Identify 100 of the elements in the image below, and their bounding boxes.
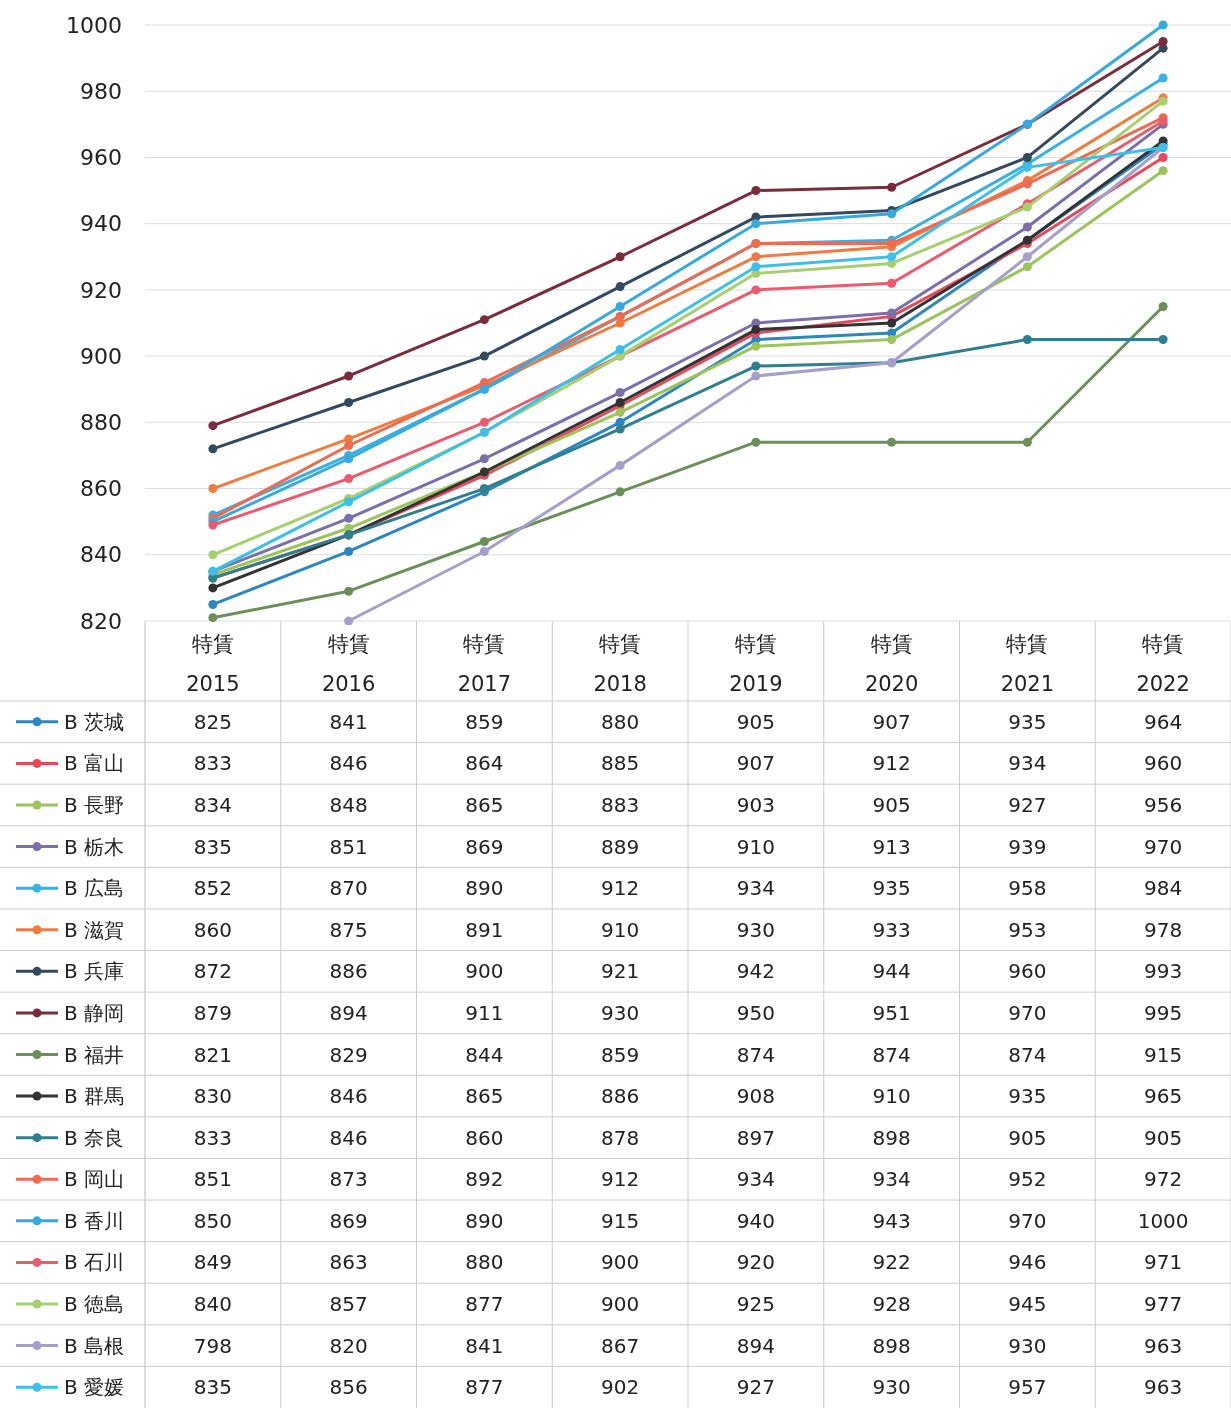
data-label: 846 xyxy=(329,751,368,776)
data-label: 953 xyxy=(1008,917,1047,942)
data-label: 910 xyxy=(872,1084,911,1109)
data-label: 865 xyxy=(465,1084,504,1109)
data-label: 956 xyxy=(1144,792,1183,817)
point xyxy=(887,278,897,288)
y-tick-label: 900 xyxy=(80,343,122,369)
data-label: 869 xyxy=(465,834,504,859)
data-label: 846 xyxy=(329,1084,368,1109)
legend-label: B 広島 xyxy=(64,876,125,901)
point xyxy=(208,421,218,431)
point xyxy=(479,351,489,361)
data-label: 912 xyxy=(601,1167,640,1192)
data-label: 900 xyxy=(601,1250,640,1275)
data-label: 905 xyxy=(736,709,775,734)
point xyxy=(344,497,354,507)
point xyxy=(344,616,354,625)
data-label: 883 xyxy=(601,792,640,817)
data-label: 903 xyxy=(736,792,775,817)
point xyxy=(615,301,625,311)
data-label: 905 xyxy=(1144,1125,1183,1150)
data-label: 889 xyxy=(601,834,640,859)
point xyxy=(344,441,354,451)
data-label: 846 xyxy=(329,1125,368,1150)
data-label: 864 xyxy=(465,751,504,776)
data-label: 825 xyxy=(193,709,232,734)
data-label: 851 xyxy=(329,834,368,859)
legend-label: B 島根 xyxy=(64,1333,125,1358)
data-label: 911 xyxy=(465,1000,504,1025)
data-label: 890 xyxy=(465,876,504,901)
data-label: 902 xyxy=(601,1375,640,1400)
point xyxy=(1022,262,1032,272)
data-label: 850 xyxy=(193,1208,232,1233)
point xyxy=(1158,20,1168,30)
point xyxy=(887,335,897,345)
point xyxy=(208,484,218,494)
point xyxy=(887,209,897,219)
data-label: 898 xyxy=(872,1333,911,1358)
point xyxy=(615,282,625,292)
data-label: 905 xyxy=(1008,1125,1047,1150)
point xyxy=(1158,37,1168,47)
text: 798 xyxy=(193,1333,232,1358)
point xyxy=(615,487,625,497)
data-label: 963 xyxy=(1144,1333,1183,1358)
point xyxy=(479,454,489,464)
point xyxy=(344,454,354,464)
point xyxy=(1158,301,1168,311)
data-label: 915 xyxy=(1144,1042,1183,1067)
data-label: 867 xyxy=(601,1333,640,1358)
data-label: 930 xyxy=(736,917,775,942)
y-tick-label: 860 xyxy=(80,476,122,502)
legend-label: B 滋賀 xyxy=(64,917,125,942)
x-tick-label: 特賃 2021 xyxy=(1000,632,1055,696)
data-label: 890 xyxy=(465,1208,504,1233)
data-label: 930 xyxy=(1008,1333,1047,1358)
data-label: 920 xyxy=(736,1250,775,1275)
point xyxy=(1022,152,1032,162)
data-label: 993 xyxy=(1144,959,1183,984)
point xyxy=(751,219,761,229)
point xyxy=(479,537,489,547)
data-label: 912 xyxy=(872,751,911,776)
data-label: 865 xyxy=(465,792,504,817)
point xyxy=(344,546,354,556)
point xyxy=(615,397,625,407)
data-label: 950 xyxy=(736,1000,775,1025)
point xyxy=(887,318,897,328)
point xyxy=(208,599,218,609)
point xyxy=(615,388,625,398)
data-label: 908 xyxy=(736,1084,775,1109)
data-label: 880 xyxy=(465,1250,504,1275)
data-label: 897 xyxy=(736,1125,775,1150)
data-label: 927 xyxy=(1008,792,1047,817)
data-label: 910 xyxy=(736,834,775,859)
data-label: 915 xyxy=(601,1208,640,1233)
data-label: 834 xyxy=(193,792,232,817)
data-label: 873 xyxy=(329,1167,368,1192)
legend-label: B 石川 xyxy=(64,1250,125,1275)
point xyxy=(208,583,218,593)
data-label: 925 xyxy=(736,1292,775,1317)
data-label: 960 xyxy=(1008,959,1047,984)
point xyxy=(344,586,354,596)
data-label: 972 xyxy=(1144,1167,1183,1192)
data-label: 821 xyxy=(193,1042,232,1067)
data-label: 939 xyxy=(1008,834,1047,859)
data-label: 900 xyxy=(465,959,504,984)
data-label: 852 xyxy=(193,876,232,901)
legend-label: B 富山 xyxy=(64,751,125,776)
data-label: 942 xyxy=(736,959,775,984)
point xyxy=(1158,152,1168,162)
data-label: 934 xyxy=(736,1167,775,1192)
data-label: 848 xyxy=(329,792,368,817)
data-label: 894 xyxy=(736,1333,775,1358)
data-label: 872 xyxy=(193,959,232,984)
data-label: 841 xyxy=(465,1333,504,1358)
data-label: 874 xyxy=(872,1042,911,1067)
data-label: 900 xyxy=(601,1292,640,1317)
data-label: 945 xyxy=(1008,1292,1047,1317)
data-label: 971 xyxy=(1144,1250,1183,1275)
data-label: 970 xyxy=(1144,834,1183,859)
data-label: 891 xyxy=(465,917,504,942)
